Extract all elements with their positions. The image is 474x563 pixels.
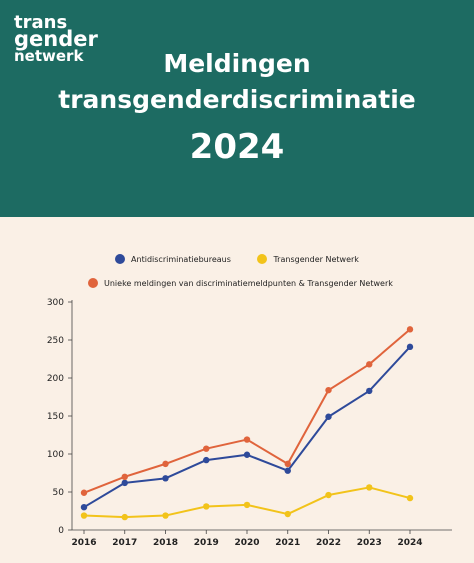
y-tick-label: 100 bbox=[47, 450, 64, 460]
transgender-netwerk-logo: trans gender netwerk bbox=[14, 14, 98, 65]
data-point-series-0 bbox=[325, 413, 332, 420]
data-point-series-1 bbox=[366, 484, 373, 491]
legend-label: Transgender Netwerk bbox=[273, 254, 359, 264]
data-point-series-2 bbox=[162, 460, 169, 468]
title-line-2: transgenderdiscriminatie bbox=[58, 85, 416, 114]
x-tick-label: 2023 bbox=[357, 538, 382, 548]
data-point-series-0 bbox=[366, 387, 373, 395]
chart-legend-row-1: Antidiscriminatiebureaus Transgender Net… bbox=[0, 254, 474, 266]
data-point-series-0 bbox=[162, 475, 169, 482]
legend-item-transgender-netwerk: Transgender Netwerk bbox=[257, 254, 359, 264]
data-point-series-2 bbox=[80, 489, 88, 496]
data-point-series-1 bbox=[284, 510, 291, 518]
title-line-1: Meldingen bbox=[163, 49, 311, 78]
data-point-series-0 bbox=[121, 479, 128, 487]
logo-line-1: trans bbox=[14, 12, 68, 33]
data-point-series-1 bbox=[243, 501, 251, 509]
x-tick-label: 2018 bbox=[153, 538, 178, 548]
data-point-series-0 bbox=[80, 504, 88, 511]
data-point-series-1 bbox=[406, 494, 414, 502]
x-tick-label: 2016 bbox=[71, 538, 96, 548]
page-title: Meldingen transgenderdiscriminatie 2024 bbox=[0, 46, 474, 172]
legend-dot-yellow bbox=[257, 254, 268, 264]
data-point-series-1 bbox=[162, 512, 169, 519]
legend-item-antidiscriminatiebureaus: Antidiscriminatiebureaus bbox=[115, 254, 231, 264]
legend-dot-blue bbox=[115, 254, 126, 264]
legend-item-unieke-meldingen: Unieke meldingen van discriminatiemeldpu… bbox=[88, 278, 393, 288]
x-tick-label: 2020 bbox=[234, 538, 259, 548]
y-tick-label: 250 bbox=[47, 336, 64, 346]
y-tick-label: 0 bbox=[58, 526, 64, 536]
data-point-series-1 bbox=[325, 491, 332, 499]
x-tick-label: 2021 bbox=[275, 538, 300, 548]
y-tick-label: 300 bbox=[47, 298, 64, 308]
data-point-series-2 bbox=[203, 445, 210, 452]
data-point-series-1 bbox=[121, 513, 128, 521]
header-banner: trans gender netwerk Meldingen transgend… bbox=[0, 0, 474, 217]
logo-line-2: gender bbox=[14, 27, 98, 51]
legend-label: Antidiscriminatiebureaus bbox=[131, 254, 231, 264]
data-point-series-2 bbox=[284, 460, 291, 468]
data-point-series-0 bbox=[406, 343, 414, 351]
x-tick-label: 2019 bbox=[194, 538, 219, 548]
data-point-series-1 bbox=[80, 512, 88, 519]
data-point-series-2 bbox=[366, 361, 373, 368]
logo-line-3: netwerk bbox=[14, 47, 84, 65]
data-point-series-2 bbox=[121, 473, 128, 480]
data-point-series-0 bbox=[203, 456, 210, 464]
series-line-2 bbox=[83, 328, 411, 494]
series-line-0 bbox=[83, 346, 411, 509]
data-point-series-2 bbox=[325, 386, 332, 394]
data-point-series-0 bbox=[243, 451, 251, 458]
y-tick-label: 200 bbox=[47, 374, 64, 384]
data-point-series-2 bbox=[243, 436, 251, 443]
x-tick-label: 2022 bbox=[316, 538, 341, 548]
legend-label: Unieke meldingen van discriminatiemeldpu… bbox=[104, 278, 393, 288]
data-point-series-2 bbox=[406, 326, 414, 333]
chart-legend-row-2: Unieke meldingen van discriminatiemeldpu… bbox=[88, 278, 468, 290]
y-tick-label: 150 bbox=[47, 412, 64, 422]
legend-dot-orange bbox=[88, 278, 98, 288]
x-tick-label: 2017 bbox=[112, 538, 137, 548]
title-year: 2024 bbox=[189, 127, 285, 167]
data-point-series-0 bbox=[284, 467, 291, 474]
x-tick-label: 2024 bbox=[397, 538, 422, 548]
data-point-series-1 bbox=[203, 503, 210, 510]
y-tick-label: 50 bbox=[53, 488, 65, 498]
